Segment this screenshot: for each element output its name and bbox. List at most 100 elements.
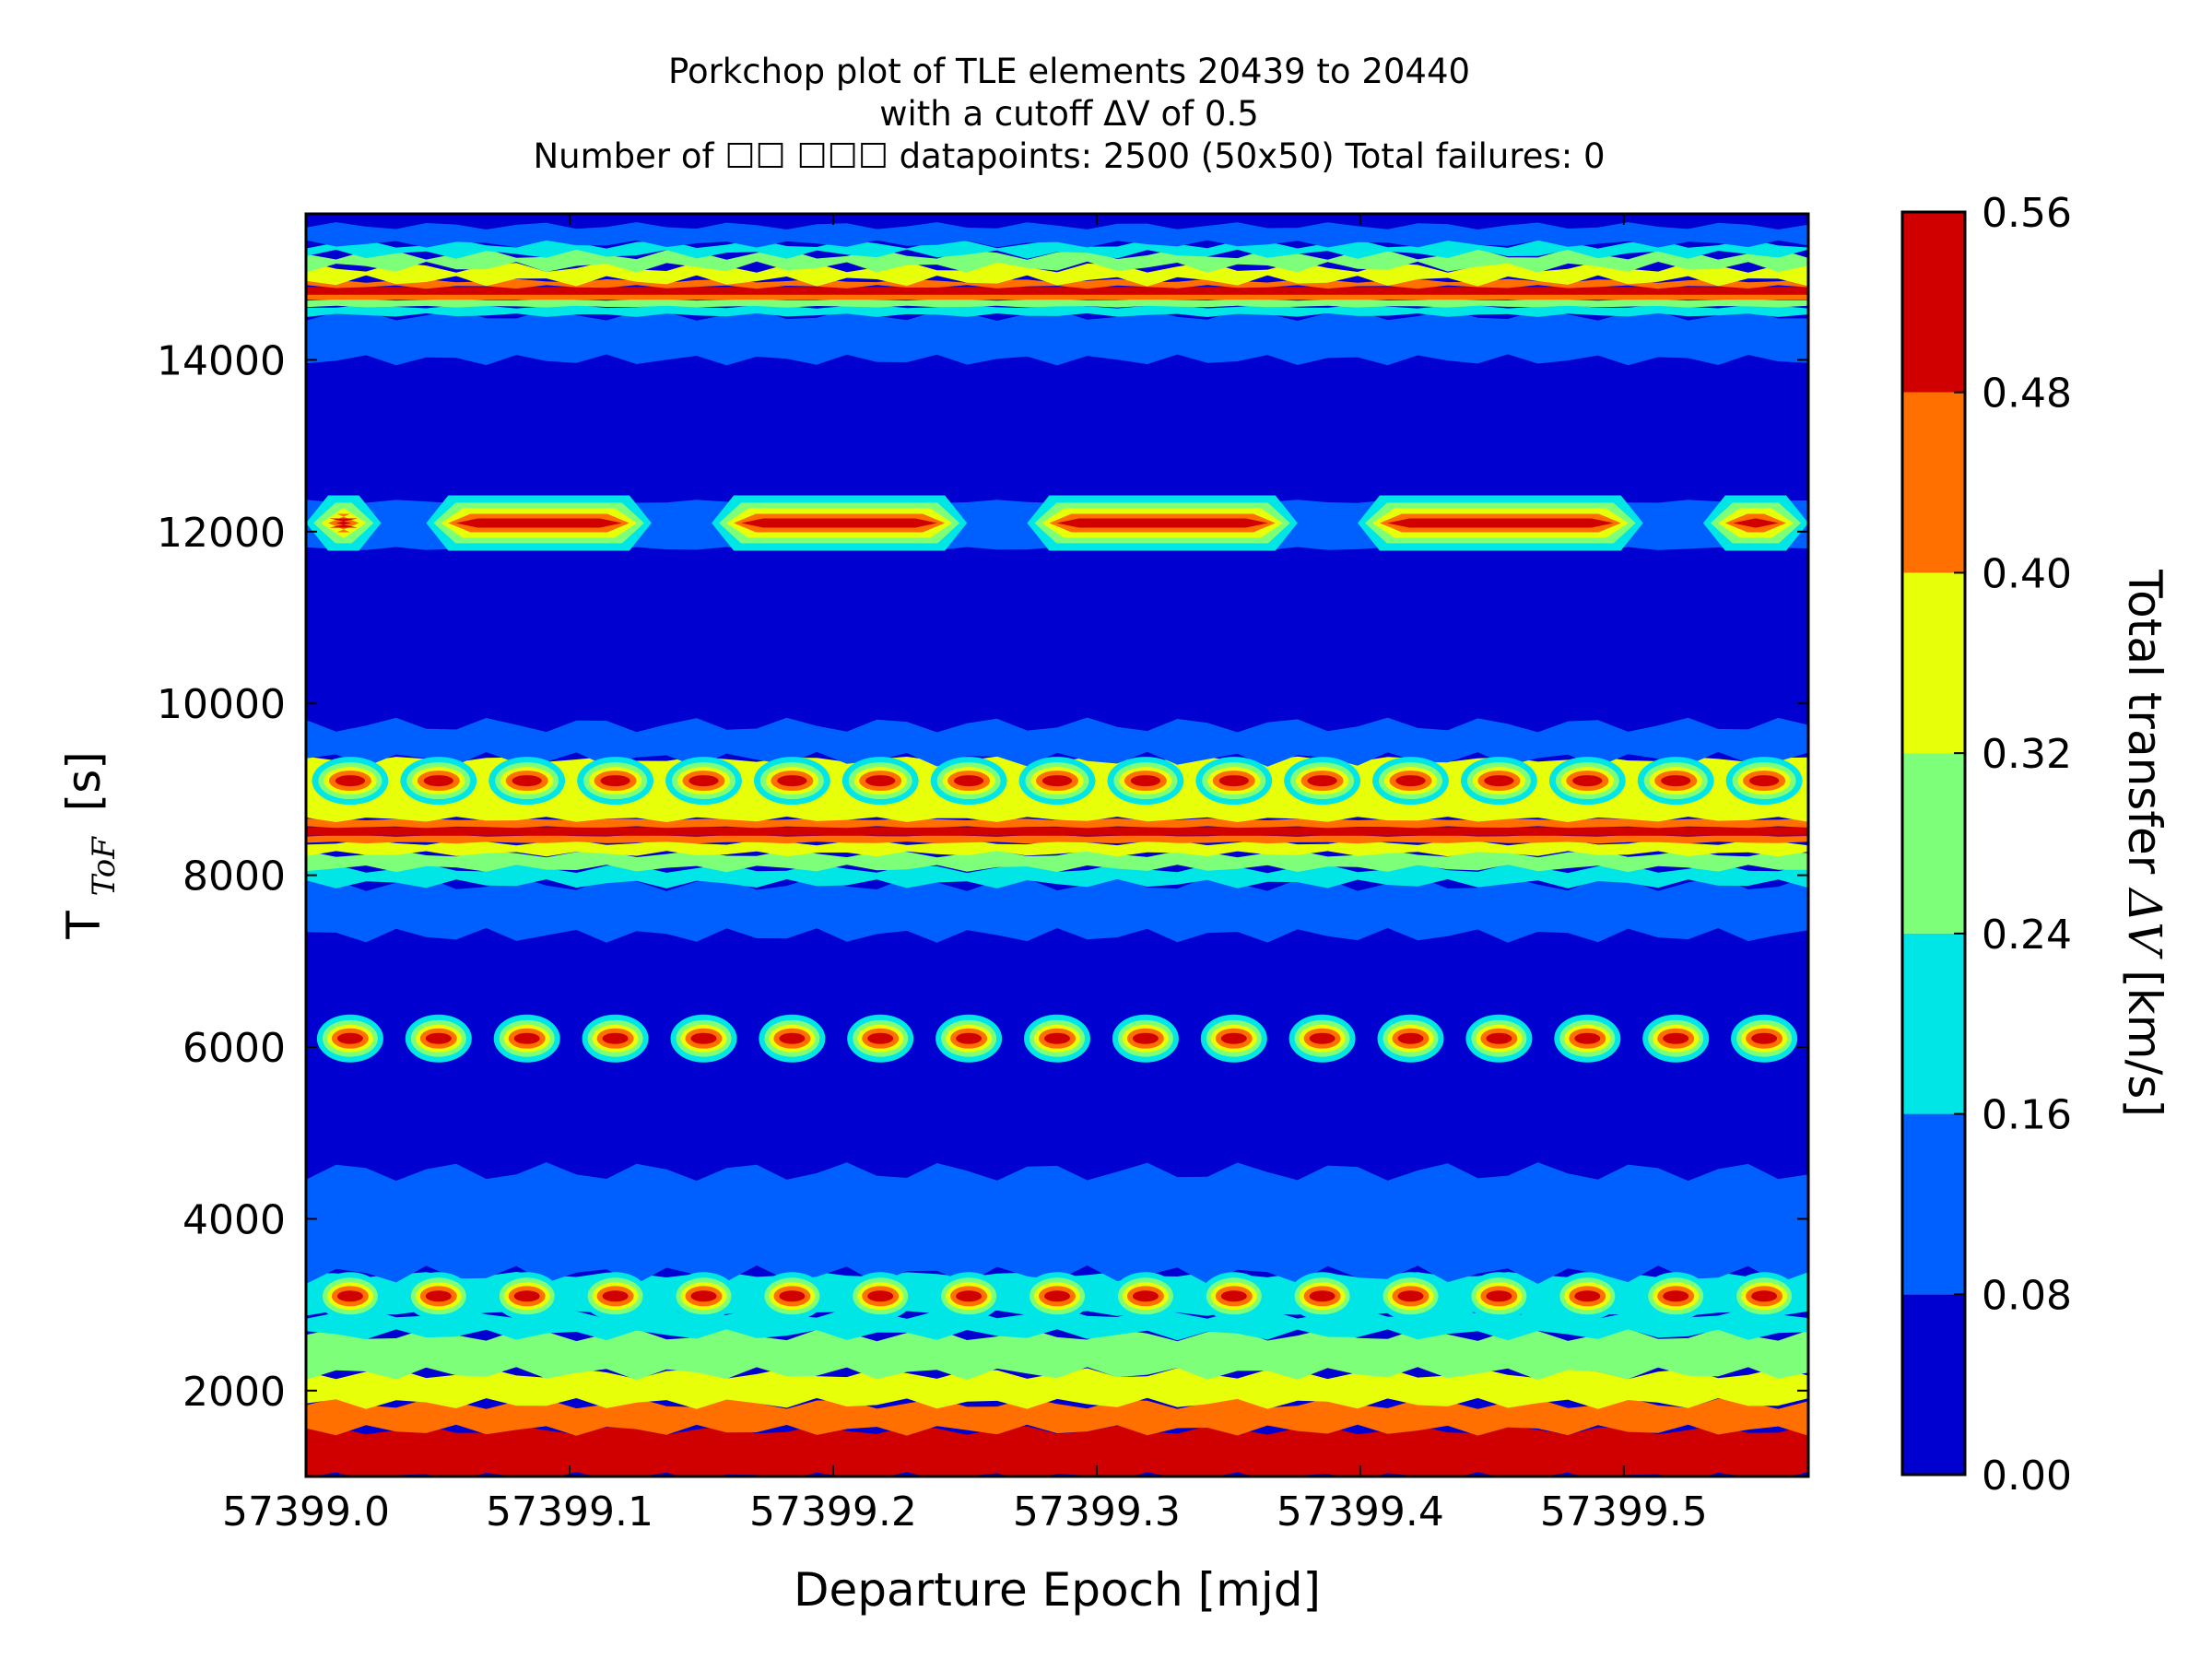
contour-spot-6100-16-ring-4 (1663, 1032, 1689, 1044)
contour-spot-6100-1-ring-4 (336, 1032, 363, 1044)
contour-spot-3100-16-ring-4 (1663, 1290, 1689, 1302)
colorbar-segment-0.40 (1902, 392, 1965, 573)
contour-spot-9100-15-ring-4 (1572, 775, 1603, 787)
colorbar-tick-label: 0.40 (1982, 550, 2072, 597)
contour-spot-9100-1-ring-4 (335, 775, 365, 787)
contour-spot-9100-2-ring-4 (423, 775, 453, 787)
plot-frame (304, 212, 1810, 1478)
contour-spot-6100-14-ring-4 (1486, 1032, 1512, 1044)
contour-spot-3100-17-ring-4 (1751, 1290, 1778, 1302)
contour-spot-9100-5-ring-4 (688, 775, 719, 787)
contour-spot-3100-15-ring-4 (1574, 1290, 1601, 1302)
chart-title: Porkchop plot of TLE elements 20439 to 2… (533, 52, 1605, 176)
contour-band-dv-0.40-mid (306, 834, 1808, 844)
contour-spot-9100-16-ring-4 (1661, 775, 1691, 787)
x-tick-label: 57399.3 (1013, 1488, 1181, 1535)
contour-spot-3100-10-ring-4 (1132, 1290, 1159, 1302)
contour-spot-3100-13-ring-4 (1397, 1290, 1424, 1302)
contour-band-dv-0.32 (306, 1368, 1808, 1409)
colorbar-tick-label: 0.00 (1982, 1453, 2072, 1500)
title-line-3: Number of ☐☐ ☐☐☐ datapoints: 2500 (50x50… (533, 136, 1605, 176)
contour-spot-6100-8-ring-4 (956, 1032, 982, 1044)
contour-spot-12100-2-ring-4 (455, 518, 622, 528)
contour-spot-12100-1-ring-4 (329, 518, 358, 528)
colorbar-label-suffix: [km/s] (2118, 970, 2171, 1117)
colorbar-tick-label: 0.48 (1982, 371, 2072, 418)
contour-spot-9100-17-ring-4 (1749, 775, 1780, 787)
colorbar-tick-label: 0.08 (1982, 1272, 2072, 1319)
contour-spot-9100-6-ring-4 (777, 775, 807, 787)
contour-spot-6100-10-ring-4 (1132, 1032, 1159, 1044)
colorbar-segment-0.24 (1902, 753, 1965, 934)
contour-band-dv-0.40-top (306, 294, 1808, 300)
contour-spot-6100-6-ring-4 (779, 1032, 806, 1044)
colorbar-segment-0.00 (1902, 1294, 1965, 1475)
contour-spot-3100-1-ring-4 (336, 1290, 363, 1302)
colorbar-segment-0.08 (1902, 1113, 1965, 1295)
contour-spot-3100-14-ring-4 (1486, 1290, 1512, 1302)
contour-band-dv-0.08-top (306, 310, 1808, 366)
contour-band-dv-0.24-top2 (306, 248, 1808, 273)
contour-line-dv-0.48-14800 (306, 287, 1808, 295)
contour-spot-6100-4-ring-4 (602, 1032, 629, 1044)
contour-band-dv-0.32-top (306, 261, 1808, 287)
contour-band-dv-0.24 (306, 1328, 1808, 1381)
title-line-1: Porkchop plot of TLE elements 20439 to 2… (668, 52, 1470, 91)
contour-spot-9100-7-ring-4 (865, 775, 896, 787)
colorbar-segment-0.16 (1902, 933, 1965, 1114)
x-tick-label: 57399.4 (1277, 1488, 1444, 1535)
contour-spot-6100-9-ring-4 (1044, 1032, 1070, 1044)
colorbar-segment-0.32 (1902, 572, 1965, 754)
contour-band-dv-0.08-upper (306, 717, 1808, 767)
colorbar-tick-label: 0.24 (1982, 912, 2072, 959)
contour-band-dv-0.16-mid (306, 864, 1808, 888)
contour-spot-9100-9-ring-4 (1041, 775, 1073, 787)
contour-spot-6100-3-ring-4 (513, 1032, 540, 1044)
contour-spot-6100-13-ring-4 (1397, 1032, 1424, 1044)
x-tick-label: 57399.5 (1540, 1488, 1708, 1535)
colorbar-tick-label: 0.56 (1982, 190, 2072, 237)
x-axis-label: Departure Epoch [mjd] (794, 1563, 1321, 1617)
contour-spot-3100-11-ring-4 (1220, 1290, 1247, 1302)
y-tick-label: 8000 (182, 853, 286, 900)
contour-spot-9100-4-ring-4 (600, 775, 630, 787)
y-tick-label: 12000 (157, 510, 286, 557)
colorbar-segment-0.48 (1902, 212, 1965, 393)
contour-spot-9100-3-ring-4 (512, 775, 542, 787)
y-axis-label-unit: [s] (57, 751, 111, 811)
contour-spot-9100-13-ring-4 (1395, 775, 1426, 787)
colorbar-label: Total transfer ΔV [km/s] (2118, 569, 2171, 1117)
y-axis-label: T ToF [s] (57, 751, 125, 940)
y-tick-label: 6000 (182, 1025, 286, 1072)
contour-spot-3100-5-ring-4 (690, 1290, 717, 1302)
contour-spot-6100-5-ring-4 (690, 1032, 717, 1044)
contour-band-dv-0.32-mid (306, 840, 1808, 857)
x-axis: 57399.0 57399.1 57399.2 57399.3 57399.4 57399… (222, 214, 1708, 1535)
contour-spot-6100-7-ring-4 (867, 1032, 894, 1044)
contour-spot-12100-3-ring-4 (741, 518, 938, 528)
contour-spot-3100-8-ring-4 (956, 1290, 982, 1302)
contour-spot-3100-3-ring-4 (513, 1290, 540, 1302)
porkchop-contour-area (306, 214, 1808, 1477)
colorbar-tick-label: 0.32 (1982, 731, 2072, 778)
contour-band-dv-0.16 (306, 1307, 1808, 1341)
contour-spot-3100-6-ring-4 (779, 1290, 806, 1302)
y-axis: 2000 4000 6000 8000 10000 12000 14000 (157, 337, 1808, 1416)
y-axis-label-sub: ToF (86, 836, 123, 897)
x-tick-label: 57399.2 (749, 1488, 917, 1535)
contour-spot-9100-12-ring-4 (1307, 775, 1337, 787)
contour-spot-6100-17-ring-4 (1751, 1032, 1778, 1044)
svg-text:T ToF [s]: T ToF [s] (57, 751, 125, 940)
contour-spot-12100-5-ring-4 (1387, 518, 1614, 528)
y-tick-label: 14000 (157, 337, 286, 384)
contour-band-dv-0.48 (306, 1425, 1808, 1477)
contour-line-dv-0.48-8500 (306, 827, 1808, 836)
colorbar-tick-label: 0.16 (1982, 1092, 2072, 1139)
contour-spot-3100-2-ring-4 (425, 1290, 452, 1302)
colorbar-label-prefix: Total transfer (2118, 569, 2171, 888)
x-tick-label: 57399.1 (486, 1488, 653, 1535)
y-axis-label-main: T (57, 911, 111, 940)
contour-spot-9100-10-ring-4 (1130, 775, 1160, 787)
contour-spot-6100-11-ring-4 (1220, 1032, 1247, 1044)
contour-spot-6100-12-ring-4 (1309, 1032, 1335, 1044)
